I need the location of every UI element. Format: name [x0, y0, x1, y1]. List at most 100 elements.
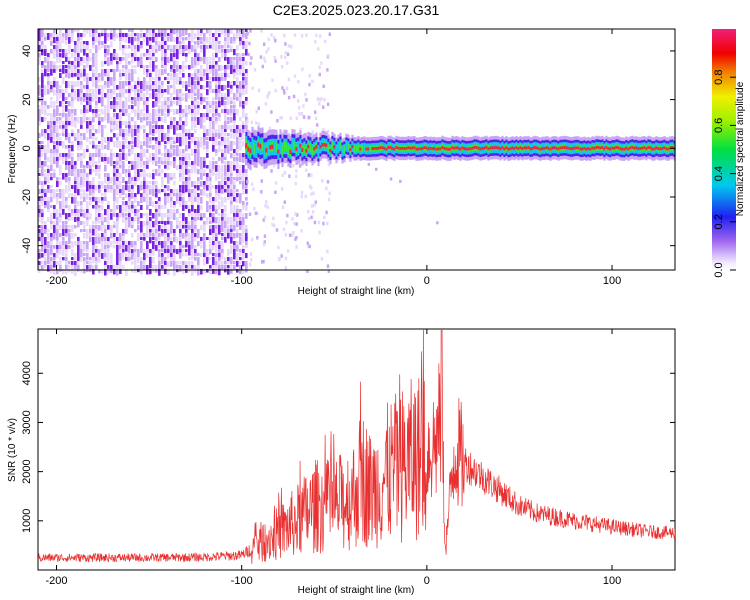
heatmap-cell — [41, 73, 44, 79]
heatmap-cell — [80, 213, 83, 217]
heatmap-cell — [128, 29, 131, 33]
heatmap-cell — [56, 53, 59, 60]
heatmap-cell — [131, 141, 134, 145]
heatmap-cell — [74, 81, 77, 88]
heatmap-cell — [53, 37, 56, 44]
heatmap-cell — [110, 53, 113, 58]
heatmap-cell — [230, 245, 233, 250]
heatmap-cell — [203, 253, 206, 258]
heatmap-cell — [227, 177, 230, 184]
heatmap-cell — [137, 161, 140, 167]
heatmap-cell — [143, 137, 146, 141]
heatmap-cell — [134, 173, 137, 179]
heatmap-cell — [128, 45, 131, 49]
heatmap-cell — [38, 237, 41, 242]
heatmap-cell — [59, 217, 62, 223]
heatmap-cell — [236, 217, 239, 222]
heatmap-cell — [170, 69, 173, 73]
heatmap-cell — [53, 233, 56, 240]
heatmap-cell — [326, 102, 330, 106]
heatmap-cell — [300, 111, 303, 116]
heatmap-cell — [621, 147, 624, 151]
heatmap-cell — [47, 229, 50, 233]
heatmap-cell — [257, 106, 260, 110]
heatmap-cell — [271, 78, 274, 83]
heatmap-cell — [256, 211, 259, 215]
heatmap-cell — [206, 117, 209, 121]
heatmap-cell — [209, 265, 212, 269]
heatmap-cell — [215, 165, 218, 172]
heatmap-cell — [95, 237, 98, 244]
heatmap-cell — [107, 37, 110, 41]
heatmap-cell — [131, 101, 134, 105]
heatmap-cell — [98, 209, 101, 213]
heatmap-cell — [95, 29, 98, 35]
heatmap-cell — [38, 181, 41, 185]
heatmap-cell — [295, 174, 298, 179]
heatmap-cell — [80, 117, 83, 124]
heatmap-cell — [80, 37, 83, 41]
heatmap-cell — [113, 121, 116, 128]
heatmap-cell — [80, 45, 83, 51]
heatmap-cell — [128, 173, 131, 180]
heatmap-cell — [104, 49, 107, 56]
heatmap-cell — [74, 109, 77, 116]
heatmap-cell — [176, 37, 179, 42]
heatmap-cell — [149, 185, 152, 192]
heatmap-cell — [161, 221, 164, 225]
heatmap-cell — [77, 37, 80, 42]
heatmap-cell — [203, 245, 206, 251]
heatmap-cell — [327, 144, 330, 152]
heatmap-cell — [227, 61, 230, 65]
heatmap-cell — [391, 147, 394, 150]
heatmap-cell — [161, 253, 164, 257]
heatmap-cell — [230, 173, 233, 177]
heatmap-cell — [47, 241, 50, 248]
heatmap-cell — [140, 229, 143, 233]
heatmap-cell — [283, 55, 287, 60]
heatmap-cell — [89, 189, 92, 196]
heatmap-cell — [65, 177, 68, 183]
heatmap-cell — [176, 165, 179, 171]
heatmap-cell — [513, 147, 516, 151]
heatmap-cell — [224, 33, 227, 37]
heatmap-cell — [116, 269, 119, 276]
heatmap-cell — [41, 221, 44, 225]
heatmap-cell — [206, 149, 209, 153]
heatmap-cell — [149, 249, 152, 256]
heatmap-cell — [122, 85, 125, 89]
heatmap-cell — [128, 117, 131, 124]
heatmap-cell — [233, 149, 236, 154]
heatmap-cell — [215, 173, 218, 179]
heatmap-cell — [495, 146, 498, 149]
heatmap-cell — [119, 125, 122, 129]
heatmap-cell — [173, 181, 176, 186]
heatmap-cell — [239, 153, 242, 160]
heatmap-cell — [158, 89, 161, 96]
heatmap-cell — [116, 33, 119, 39]
heatmap-cell — [146, 149, 149, 153]
heatmap-cell — [215, 193, 218, 197]
heatmap-cell — [320, 257, 324, 261]
heatmap-cell — [119, 165, 122, 169]
heatmap-cell — [116, 61, 119, 65]
heatmap-cell — [149, 189, 152, 195]
heatmap-cell — [47, 257, 50, 263]
heatmap-cell — [245, 233, 248, 239]
heatmap-cell — [230, 113, 233, 117]
heatmap-cell — [233, 225, 236, 232]
heatmap-cell — [215, 129, 218, 136]
heatmap-cell — [176, 249, 179, 255]
heatmap-cell — [230, 109, 233, 114]
heatmap-cell — [227, 189, 230, 195]
heatmap-cell — [277, 245, 280, 250]
heatmap-cell — [86, 269, 89, 273]
heatmap-cell — [197, 101, 200, 106]
heatmap-cell — [119, 237, 122, 242]
heatmap-cell — [185, 117, 188, 124]
heatmap-cell — [233, 213, 236, 217]
heatmap-cell — [44, 257, 47, 264]
heatmap-cell — [224, 69, 227, 76]
heatmap-cell — [221, 153, 224, 160]
heatmap-cell — [125, 65, 128, 72]
